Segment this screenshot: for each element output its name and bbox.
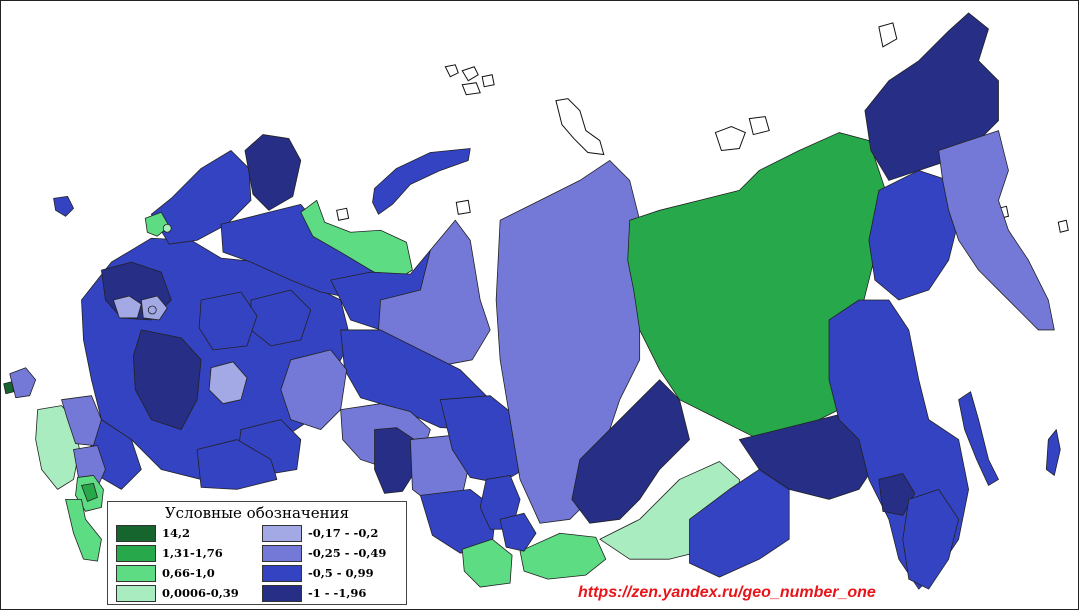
- legend-item: 14,2: [116, 524, 190, 542]
- region-kuril-islands: [1045, 429, 1061, 476]
- new-siberian-island: [748, 116, 770, 136]
- region-sevastopol: [3, 381, 15, 395]
- source-url-watermark: https://zen.yandex.ru/geo_number_one: [578, 584, 876, 601]
- legend-swatch: [116, 564, 156, 582]
- spb-city-marker: [162, 223, 172, 233]
- map-legend: Условные обозначения 14,2 1,31-1,76 0,66…: [107, 501, 407, 605]
- legend-swatch: [262, 584, 302, 602]
- region-crimea: [9, 367, 37, 399]
- legend-swatch: [116, 524, 156, 542]
- franz-josef-land-island: [444, 64, 459, 78]
- franz-josef-land-island: [461, 82, 481, 96]
- legend-item: -0,5 - 0,99: [262, 564, 374, 582]
- commander-island: [1057, 219, 1069, 233]
- legend-item: 0,66-1,0: [116, 564, 215, 582]
- region-magadan: [868, 170, 960, 301]
- legend-swatch: [262, 524, 302, 542]
- region-khakassia: [499, 512, 537, 552]
- legend-swatch: [116, 584, 156, 602]
- region-tuva: [519, 532, 607, 580]
- legend-swatch: [116, 544, 156, 562]
- legend-label: 14,2: [162, 526, 191, 540]
- legend-item: 0,0006-0,39: [116, 584, 239, 602]
- legend-label: -0,17 - -0,2: [308, 526, 379, 540]
- legend-label: 0,0006-0,39: [162, 586, 239, 600]
- region-orenburg: [196, 439, 278, 490]
- legend-label: -0,5 - 0,99: [308, 566, 374, 580]
- legend-item: -0,17 - -0,2: [262, 524, 378, 542]
- region-rostov: [61, 395, 102, 446]
- legend-label: 1,31-1,76: [162, 546, 223, 560]
- region-central-east: [132, 329, 202, 430]
- region-novaya-zemlya: [372, 148, 471, 215]
- legend-label: -0,25 - -0,49: [308, 546, 387, 560]
- wrangel-island: [878, 22, 898, 48]
- region-nenets: [300, 199, 413, 283]
- region-chuvashia: [208, 361, 248, 405]
- regions: [3, 12, 1061, 590]
- moscow-city-marker: [147, 305, 157, 315]
- region-kalmykia: [65, 498, 102, 562]
- region-moscow: [113, 295, 142, 319]
- legend-title: Условные обозначения: [164, 504, 350, 522]
- region-altai-republic: [461, 538, 513, 588]
- legend-label: 0,66-1,0: [162, 566, 215, 580]
- kara-island: [455, 199, 471, 215]
- barents-island: [336, 207, 350, 221]
- legend-item: -1 - -1,96: [262, 584, 366, 602]
- region-sakhalin: [958, 391, 999, 486]
- franz-josef-land-island: [461, 66, 479, 82]
- new-siberian-island: [714, 126, 746, 152]
- region-chechnya: [81, 483, 98, 502]
- region-omsk: [374, 427, 417, 494]
- legend-item: -0,25 - -0,49: [262, 544, 386, 562]
- legend-item: 1,31-1,76: [116, 544, 223, 562]
- region-leningrad-spb: [144, 211, 170, 237]
- legend-swatch: [262, 544, 302, 562]
- franz-josef-land-island: [481, 74, 495, 88]
- region-chukotka: [864, 12, 999, 181]
- region-sverdlovsk: [280, 349, 348, 430]
- region-primorye: [902, 488, 960, 590]
- region-kamchatka: [938, 130, 1055, 331]
- region-karelia: [150, 150, 252, 245]
- legend-swatch: [262, 564, 302, 582]
- legend-label: -1 - -1,96: [308, 586, 367, 600]
- region-kirov: [198, 291, 258, 351]
- region-murmansk: [244, 134, 302, 211]
- region-tomsk: [439, 395, 525, 484]
- region-irkutsk: [571, 379, 690, 524]
- severnaya-zemlya-island: [555, 98, 605, 156]
- region-zabaykalsky: [689, 469, 790, 578]
- arctic-islands: [336, 22, 1069, 233]
- region-kaliningrad: [53, 195, 74, 217]
- region-krasnoyarsk: [495, 160, 641, 524]
